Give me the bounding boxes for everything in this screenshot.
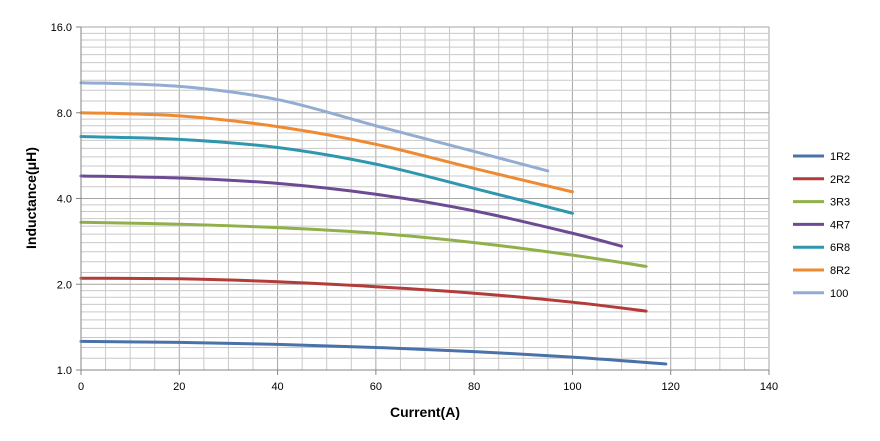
legend-label-8R2: 8R2 — [830, 265, 850, 277]
x-tick-label: 100 — [563, 381, 581, 393]
legend-label-100: 100 — [830, 288, 848, 300]
x-tick-label: 140 — [760, 381, 778, 393]
x-tick-label: 60 — [370, 381, 382, 393]
legend-label-2R2: 2R2 — [830, 174, 850, 186]
y-tick-label: 16.0 — [51, 22, 72, 34]
legend-label-4R7: 4R7 — [830, 219, 850, 231]
grid — [80, 26, 770, 371]
x-tick-label: 120 — [662, 381, 680, 393]
y-tick-label: 4.0 — [57, 194, 72, 206]
x-tick-label: 80 — [468, 381, 480, 393]
axes: 0 20 40 60 80 100 120 140 1.0 2.0 4.0 8.0 16.0 — [51, 22, 779, 393]
x-tick-label: 20 — [173, 381, 185, 393]
x-tick-label: 0 — [78, 381, 84, 393]
y-tick-label: 1.0 — [57, 365, 72, 377]
series-line-3R3 — [79, 220, 648, 268]
x-tick-label: 40 — [271, 381, 283, 393]
y-tick-label: 2.0 — [57, 279, 72, 291]
y-tick-label: 8.0 — [57, 108, 72, 120]
series-line-8R2 — [79, 111, 574, 194]
legend-label-6R8: 6R8 — [830, 242, 850, 254]
series-line-100 — [79, 81, 550, 173]
series-lines — [79, 81, 668, 366]
series-line-4R7 — [79, 174, 624, 248]
series-line-6R8 — [79, 135, 574, 215]
legend-label-3R3: 3R3 — [830, 197, 850, 209]
series-line-2R2 — [79, 276, 648, 313]
legend: 1R2 2R2 3R3 4R7 6R8 8R2 100 — [793, 151, 850, 300]
y-axis-title: Inductance(μH) — [23, 147, 39, 249]
x-axis-title: Current(A) — [390, 404, 460, 420]
series-line-1R2 — [79, 339, 668, 366]
legend-label-1R2: 1R2 — [830, 151, 850, 163]
